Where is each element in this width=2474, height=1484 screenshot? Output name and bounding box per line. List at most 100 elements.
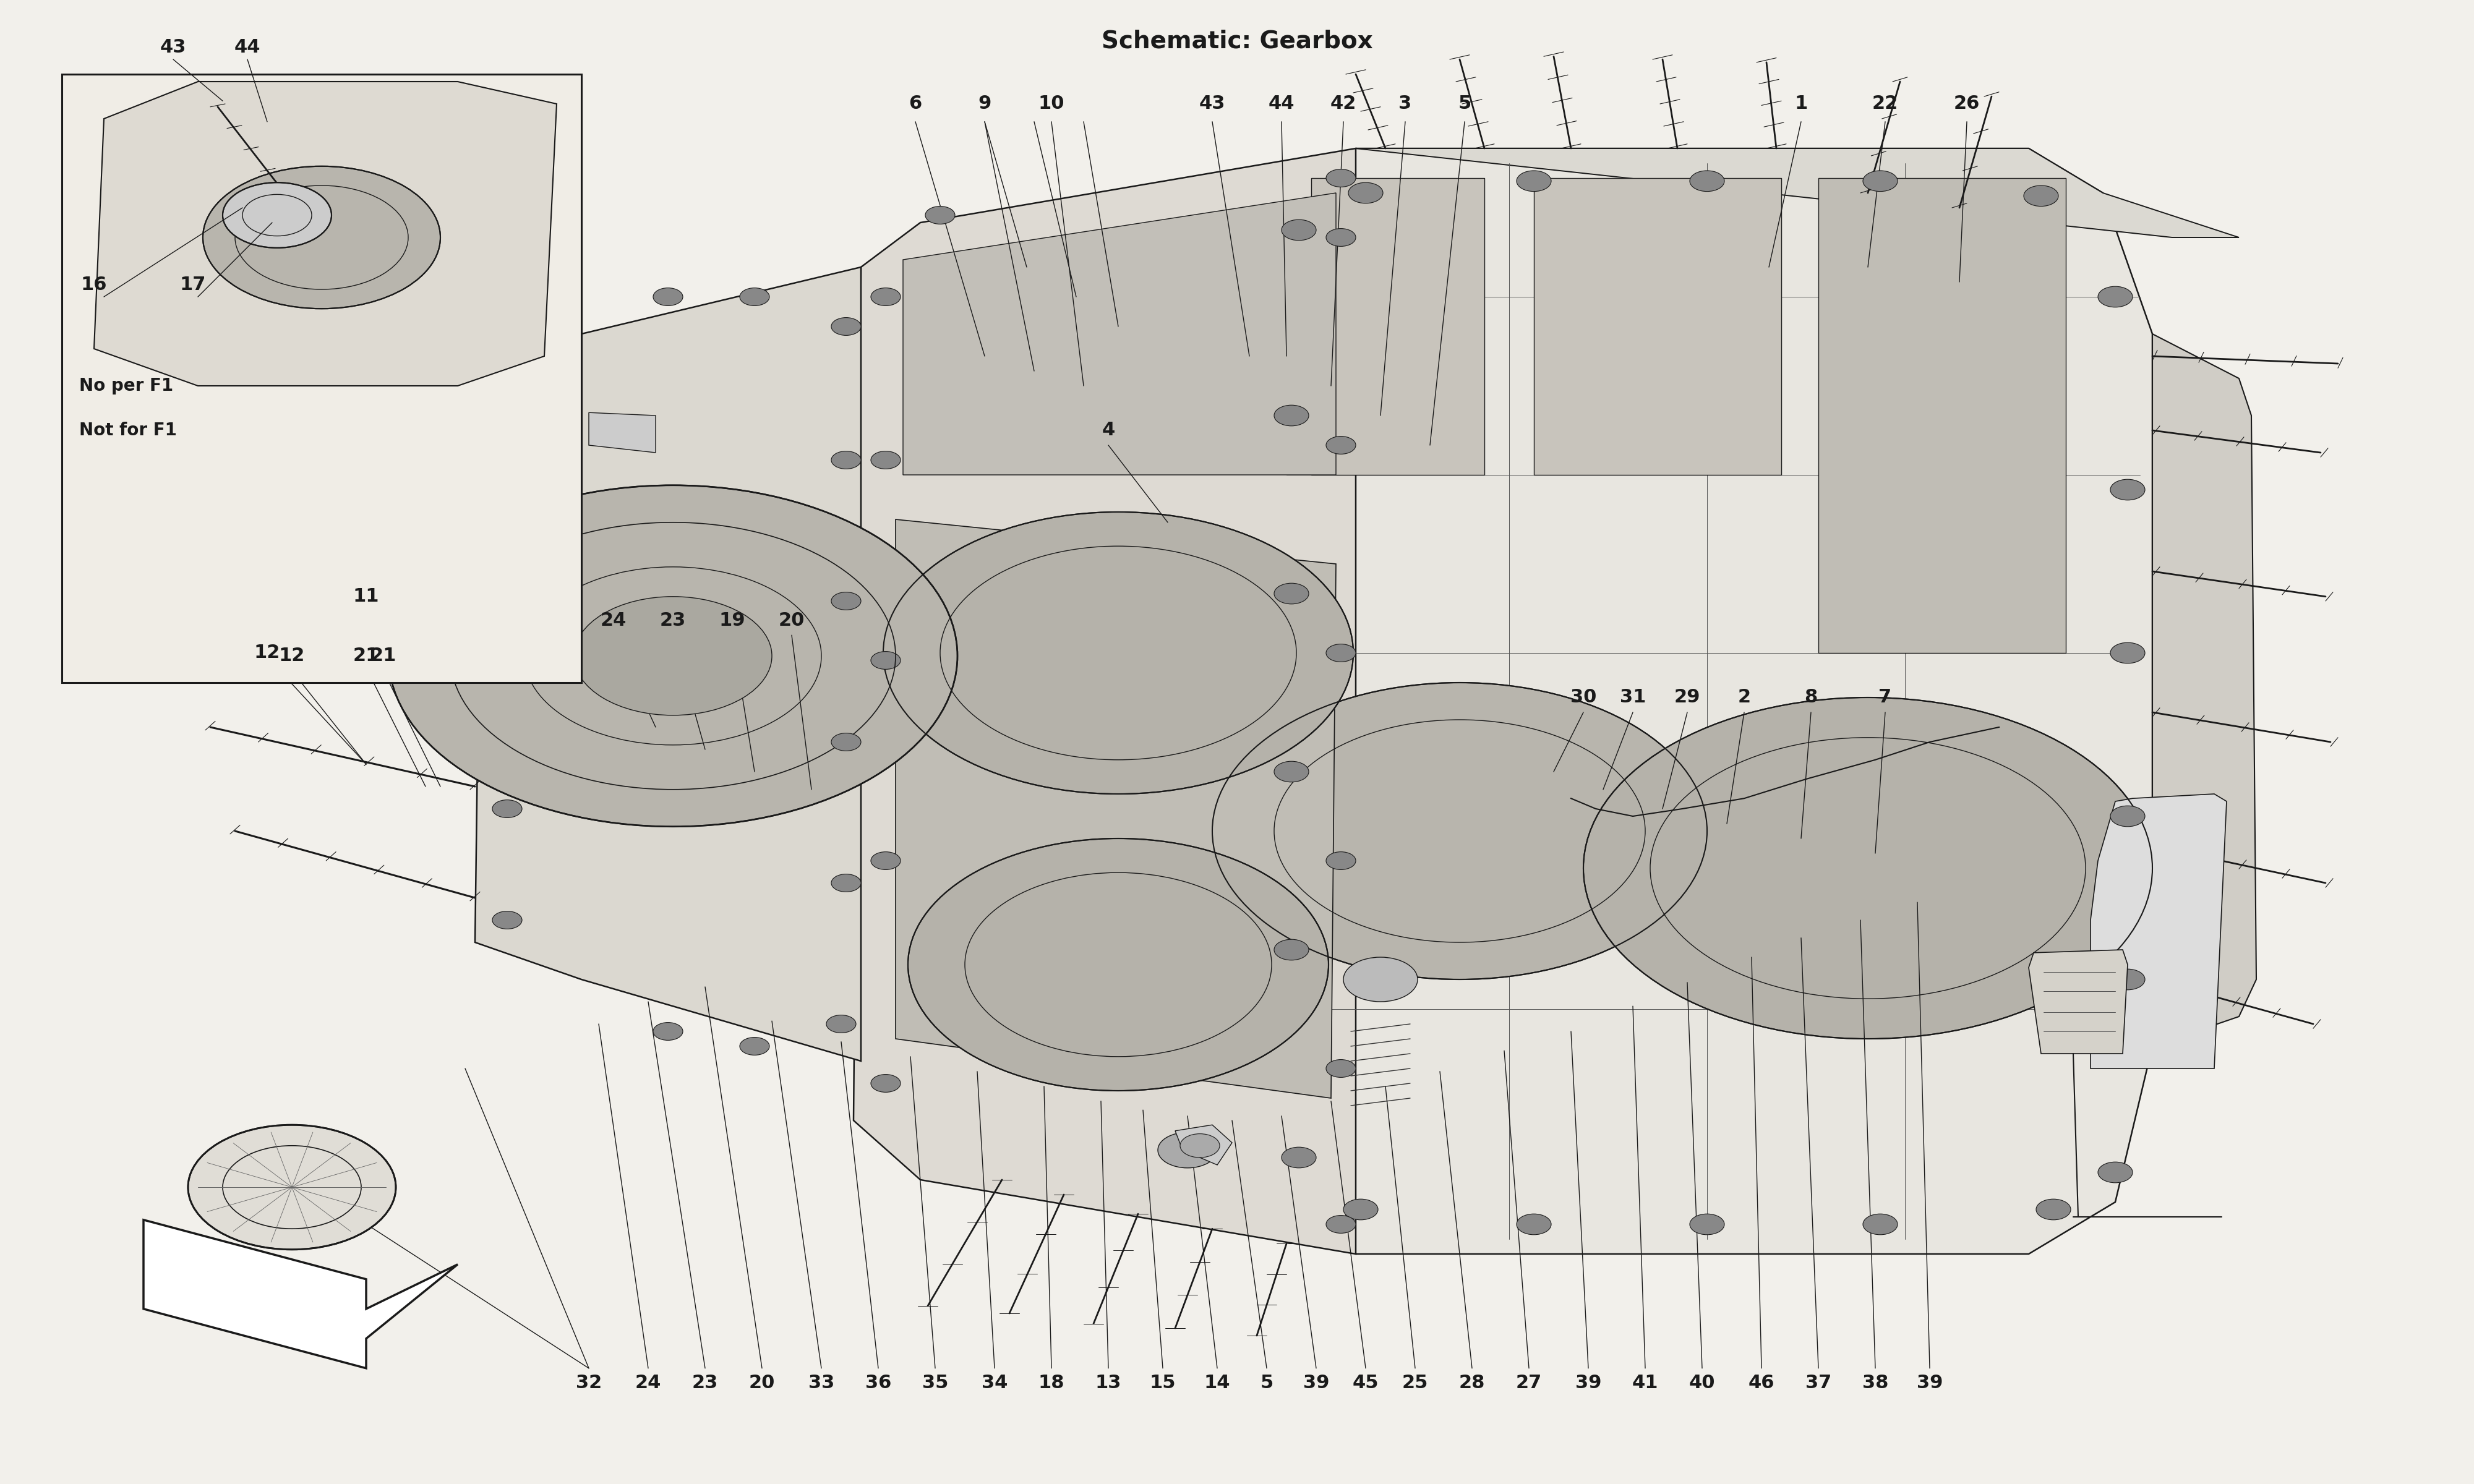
Circle shape <box>2098 286 2133 307</box>
Circle shape <box>1326 852 1356 870</box>
Text: 28: 28 <box>1460 1374 1484 1392</box>
Polygon shape <box>94 82 557 386</box>
Circle shape <box>925 206 955 224</box>
Text: 32: 32 <box>576 1374 601 1392</box>
Circle shape <box>492 496 522 513</box>
Circle shape <box>826 1015 856 1033</box>
Circle shape <box>492 911 522 929</box>
Circle shape <box>1343 957 1418 1002</box>
Circle shape <box>1274 761 1309 782</box>
Text: 5: 5 <box>1259 1374 1274 1392</box>
Text: 3: 3 <box>1398 95 1413 113</box>
Text: 20: 20 <box>750 1374 774 1392</box>
Text: 33: 33 <box>809 1374 834 1392</box>
Polygon shape <box>903 193 1336 475</box>
Circle shape <box>223 183 332 248</box>
Circle shape <box>492 392 522 410</box>
Text: 31: 31 <box>1620 689 1645 706</box>
FancyBboxPatch shape <box>62 74 581 683</box>
Text: 40: 40 <box>1690 1374 1714 1392</box>
Polygon shape <box>896 519 1336 1098</box>
Text: 22: 22 <box>1873 95 1898 113</box>
Circle shape <box>831 451 861 469</box>
Circle shape <box>1326 436 1356 454</box>
Text: 1: 1 <box>1794 95 1808 113</box>
Text: 45: 45 <box>1353 1374 1378 1392</box>
Text: 41: 41 <box>1633 1374 1658 1392</box>
Circle shape <box>1326 644 1356 662</box>
Circle shape <box>740 1037 769 1055</box>
Text: 39: 39 <box>1304 1374 1329 1392</box>
Circle shape <box>203 166 440 309</box>
Polygon shape <box>1311 178 1484 475</box>
Circle shape <box>1517 1214 1551 1235</box>
Circle shape <box>1348 183 1383 203</box>
Circle shape <box>1690 1214 1724 1235</box>
Polygon shape <box>1818 178 2066 653</box>
Circle shape <box>1158 1132 1217 1168</box>
Polygon shape <box>2029 950 2128 1054</box>
Circle shape <box>1326 229 1356 246</box>
Text: 8: 8 <box>1804 689 1818 706</box>
Polygon shape <box>1274 148 2152 1254</box>
Circle shape <box>2110 969 2145 990</box>
Text: 12: 12 <box>280 647 304 665</box>
Text: 15: 15 <box>1150 1374 1175 1392</box>
Circle shape <box>653 288 683 306</box>
Circle shape <box>1343 1199 1378 1220</box>
Text: No per F1: No per F1 <box>79 377 173 395</box>
Text: 39: 39 <box>1917 1374 1942 1392</box>
Circle shape <box>2110 479 2145 500</box>
Text: 10: 10 <box>1039 95 1064 113</box>
Circle shape <box>1583 697 2152 1039</box>
Text: 23: 23 <box>661 611 685 629</box>
Circle shape <box>1326 1060 1356 1077</box>
Polygon shape <box>143 1220 458 1368</box>
Circle shape <box>388 485 957 827</box>
Text: 37: 37 <box>1806 1374 1831 1392</box>
Circle shape <box>435 229 465 246</box>
Text: 25: 25 <box>1403 1374 1427 1392</box>
Text: 21: 21 <box>354 647 379 665</box>
Text: 24: 24 <box>601 611 626 629</box>
Circle shape <box>871 451 901 469</box>
Text: 13: 13 <box>1096 1374 1121 1392</box>
Circle shape <box>114 147 143 165</box>
Text: 6: 6 <box>908 95 923 113</box>
Circle shape <box>740 288 769 306</box>
Circle shape <box>871 1074 901 1092</box>
Circle shape <box>114 229 143 246</box>
Circle shape <box>2024 186 2058 206</box>
Circle shape <box>1517 171 1551 191</box>
Circle shape <box>492 647 522 665</box>
Polygon shape <box>2152 334 2256 1046</box>
Circle shape <box>908 838 1329 1091</box>
Circle shape <box>1212 683 1707 979</box>
Text: 30: 30 <box>1571 689 1596 706</box>
Polygon shape <box>475 267 861 1061</box>
Circle shape <box>831 592 861 610</box>
Circle shape <box>883 512 1353 794</box>
Circle shape <box>2036 1199 2071 1220</box>
Text: 23: 23 <box>693 1374 717 1392</box>
Circle shape <box>2110 643 2145 663</box>
Polygon shape <box>1175 1125 1232 1165</box>
Circle shape <box>1282 1147 1316 1168</box>
Text: 9: 9 <box>977 95 992 113</box>
Text: 26: 26 <box>1954 95 1979 113</box>
Text: 34: 34 <box>982 1374 1007 1392</box>
Text: 46: 46 <box>1749 1374 1774 1392</box>
Text: 7: 7 <box>1878 689 1893 706</box>
Circle shape <box>1326 1215 1356 1233</box>
Text: 17: 17 <box>181 276 205 294</box>
Circle shape <box>1863 1214 1898 1235</box>
Circle shape <box>435 310 465 328</box>
Circle shape <box>831 874 861 892</box>
Text: 43: 43 <box>1200 95 1225 113</box>
Circle shape <box>1274 405 1309 426</box>
Text: 24: 24 <box>636 1374 661 1392</box>
Polygon shape <box>2091 794 2227 1068</box>
Polygon shape <box>1534 178 1781 475</box>
Circle shape <box>114 310 143 328</box>
Circle shape <box>871 651 901 669</box>
